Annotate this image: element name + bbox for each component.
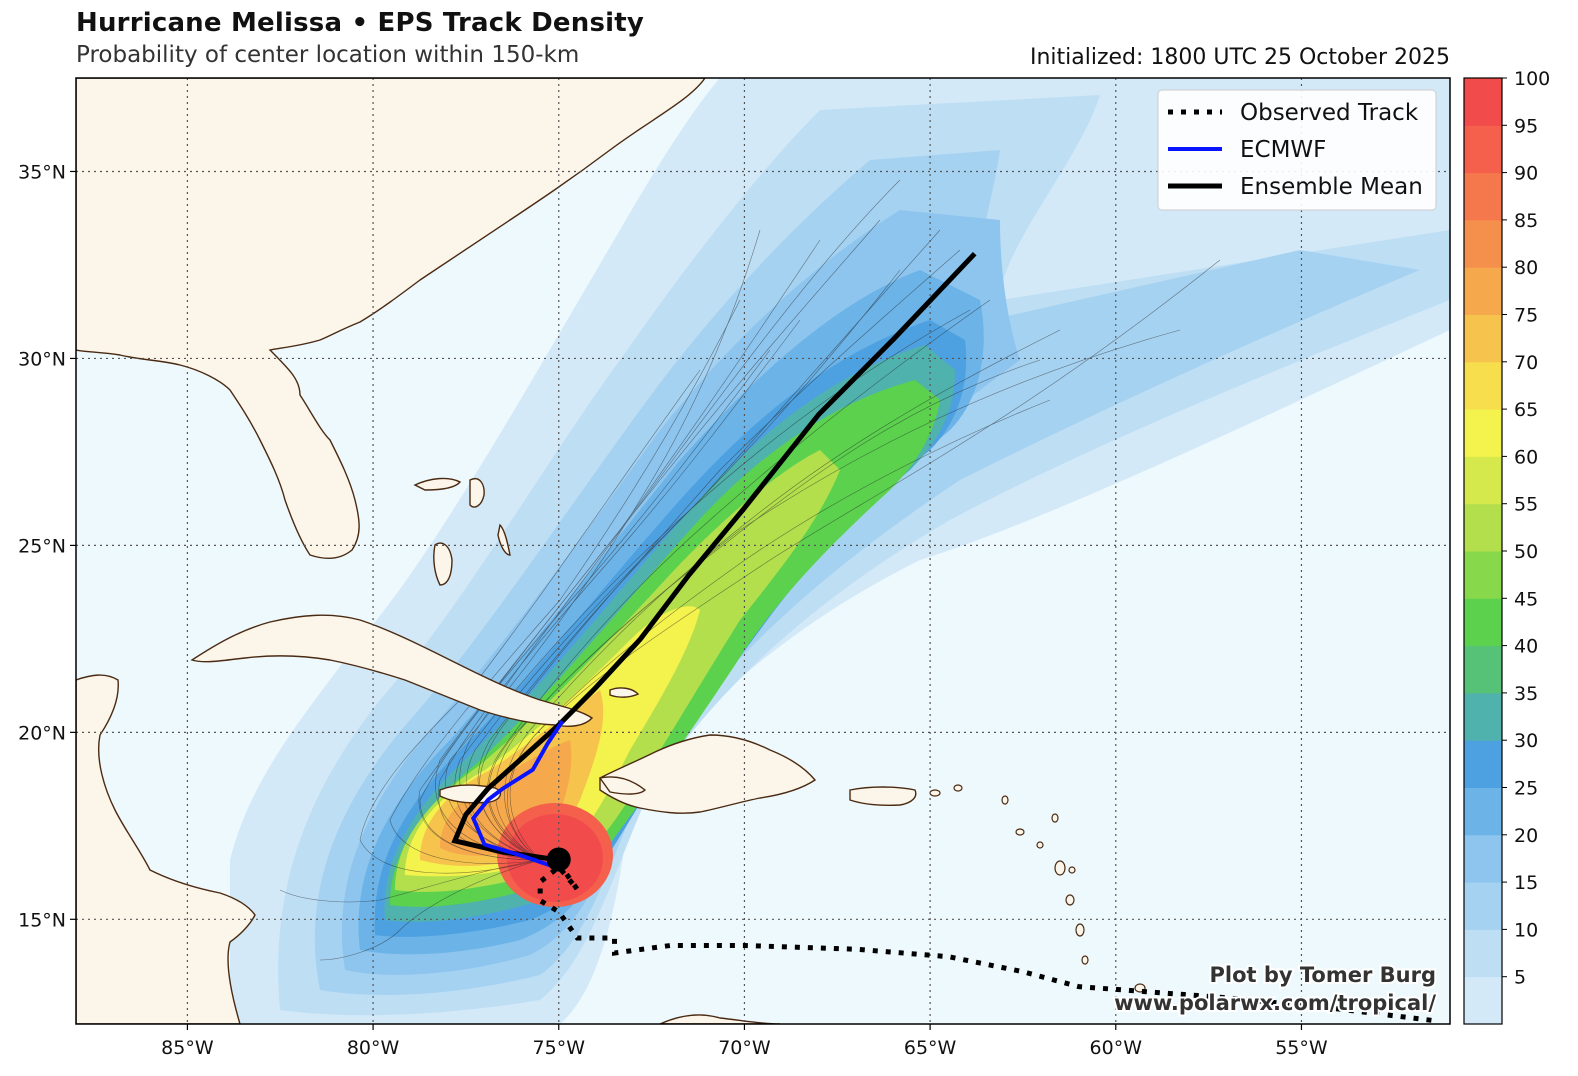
colorbar-swatch xyxy=(1464,125,1502,174)
legend-observed-label: Observed Track xyxy=(1240,100,1419,126)
colorbar-swatch xyxy=(1464,409,1502,457)
cuba xyxy=(190,614,594,727)
colorbar-label: 55 xyxy=(1514,494,1538,516)
colorbar-label: 70 xyxy=(1514,352,1538,374)
legend-ensemble-label: Ensemble Mean xyxy=(1240,174,1423,200)
colorbar-swatch xyxy=(1464,78,1502,126)
colorbar-label: 75 xyxy=(1514,305,1538,327)
map-gridlines xyxy=(76,78,1450,1024)
colorbar-label: 90 xyxy=(1514,163,1538,185)
lon-tick-label: 75°W xyxy=(533,1037,586,1059)
colorbar-label: 20 xyxy=(1514,825,1538,847)
colorbar-swatch xyxy=(1464,314,1502,363)
colorbar-swatch xyxy=(1464,503,1502,552)
chart-title: Hurricane Melissa • EPS Track Density xyxy=(76,8,645,38)
credit-author: Plot by Tomer Burg xyxy=(1210,963,1437,987)
lon-tick-label: 55°W xyxy=(1275,1037,1328,1059)
map-frame xyxy=(75,77,1451,1025)
colorbar-swatch xyxy=(1464,172,1502,221)
lon-tick-label: 85°W xyxy=(161,1037,214,1059)
map-area xyxy=(76,78,1450,1024)
colorbar-swatch xyxy=(1464,834,1502,883)
colorbar-swatch xyxy=(1464,267,1502,315)
colorbar-swatch xyxy=(1464,692,1502,741)
colorbar-label: 100 xyxy=(1514,68,1550,90)
legend-box xyxy=(1157,89,1437,211)
lon-tick-label: 65°W xyxy=(904,1037,957,1059)
lon-tick-label: 70°W xyxy=(718,1037,771,1059)
colorbar-label: 35 xyxy=(1514,683,1538,705)
colorbar-swatch xyxy=(1464,551,1502,599)
bahamas-abaco xyxy=(469,478,485,508)
turks-caicos xyxy=(609,687,640,698)
bahamas-andros xyxy=(433,542,453,586)
ensemble-members xyxy=(279,179,1221,961)
colorbar-swatch xyxy=(1464,976,1502,1025)
central-america-landmass xyxy=(76,674,256,1024)
lat-tick-label: 20°N xyxy=(18,722,66,744)
colorbar-swatch xyxy=(1464,361,1502,410)
hispaniola xyxy=(598,734,817,814)
initialized-time: Initialized: 1800 UTC 25 October 2025 xyxy=(1029,45,1450,70)
colorbar-label: 85 xyxy=(1514,210,1538,232)
lon-tick-label: 80°W xyxy=(347,1037,400,1059)
colorbar-swatch xyxy=(1464,929,1502,978)
colorbar-label: 30 xyxy=(1514,730,1538,752)
lesser-antilles xyxy=(929,784,1146,993)
colorbar-label: 60 xyxy=(1514,446,1538,468)
colorbar-swatch xyxy=(1464,740,1502,788)
colorbar-swatch xyxy=(1464,598,1502,647)
colorbar-swatch xyxy=(1464,645,1502,694)
legend-ecmwf-label: ECMWF xyxy=(1240,137,1326,163)
ecmwf-track-line xyxy=(470,719,565,869)
colorbar-label: 10 xyxy=(1514,919,1538,941)
ensemble-mean-line xyxy=(451,251,977,862)
colorbar-label: 80 xyxy=(1514,257,1538,279)
bahamas-grand xyxy=(413,477,462,491)
colorbar-swatch xyxy=(1464,456,1502,505)
colorbar-label: 15 xyxy=(1514,872,1538,894)
longitude-ticks: 85°W 80°W 75°W 70°W 65°W 60°W 55°W xyxy=(161,1024,1328,1059)
chart-subtitle: Probability of center location within 15… xyxy=(76,42,580,68)
credits: Plot by Tomer Burg www.polarwx.com/tropi… xyxy=(1112,961,1438,1017)
lat-tick-label: 25°N xyxy=(18,535,66,557)
colorbar-label: 5 xyxy=(1514,967,1526,989)
current-position-marker xyxy=(546,847,571,872)
latitude-ticks: 35°N 30°N 25°N 20°N 15°N xyxy=(18,161,76,931)
land-masses xyxy=(76,78,917,1024)
observed-track-line xyxy=(537,861,1432,1023)
colorbar-swatch xyxy=(1464,882,1502,930)
colorbar-label: 50 xyxy=(1514,541,1538,563)
colorbar: 5 10 15 20 25 30 35 40 45 50 55 60 65 70 75 80 85 90 95 100 xyxy=(1463,68,1550,1025)
colorbar-label: 65 xyxy=(1514,399,1538,421)
track-lines xyxy=(451,251,1432,1023)
credit-url: www.polarwx.com/tropical/ xyxy=(1114,991,1436,1015)
bahamas-eleuthera xyxy=(497,523,511,556)
lon-tick-label: 60°W xyxy=(1090,1037,1143,1059)
colorbar-swatch xyxy=(1464,219,1502,268)
colorbar-swatch xyxy=(1464,787,1502,836)
north-america-landmass xyxy=(76,78,706,559)
colorbar-label: 95 xyxy=(1514,115,1538,137)
lat-tick-label: 35°N xyxy=(18,161,66,183)
lat-tick-label: 30°N xyxy=(18,348,66,370)
colorbar-label: 40 xyxy=(1514,636,1538,658)
colorbar-label: 45 xyxy=(1514,588,1538,610)
colorbar-label: 25 xyxy=(1514,778,1538,800)
puerto-rico xyxy=(849,786,917,806)
lat-tick-label: 15°N xyxy=(18,909,66,931)
legend: Observed Track ECMWF Ensemble Mean xyxy=(1157,89,1437,211)
